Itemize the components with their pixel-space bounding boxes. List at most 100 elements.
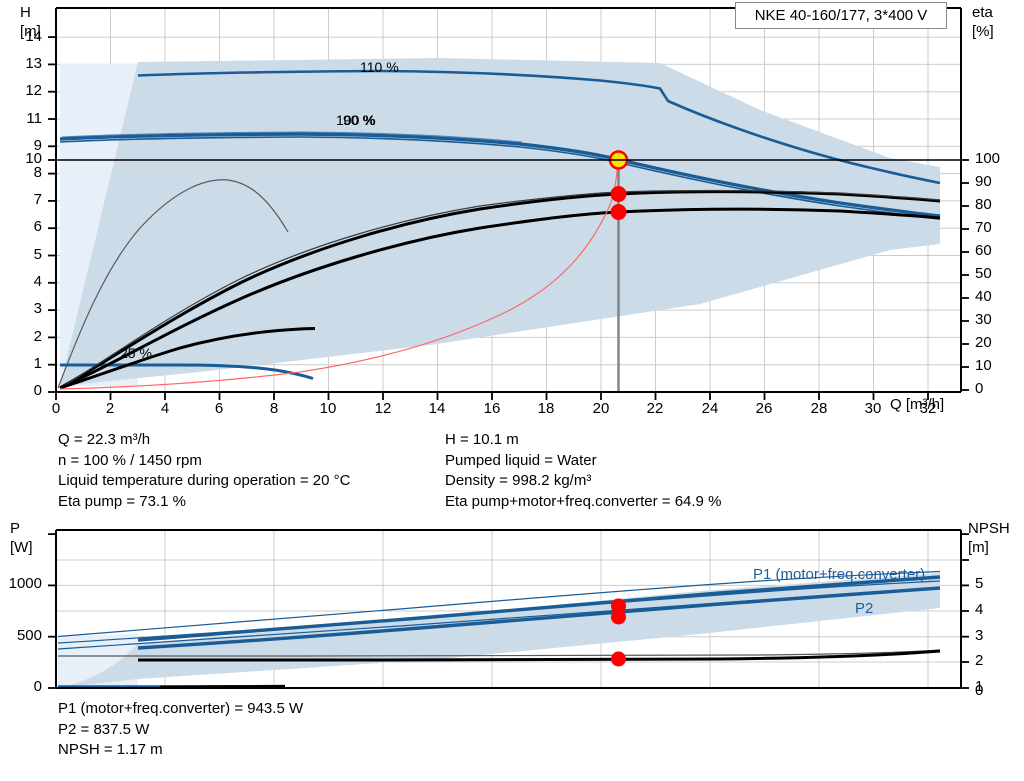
readout-left-col: Q = 22.3 m³/h n = 100 % / 1450 rpm Liqui…: [58, 430, 350, 512]
y-tick-4: 4: [33, 273, 42, 290]
top-chart-x-axis-label: Q [m³/h]: [890, 396, 945, 413]
x-tick-10: 10: [319, 400, 337, 417]
y-tick-10: 10: [25, 150, 42, 167]
bottom-chart-y-axis-label: P [W]: [10, 520, 33, 556]
x-tick-22: 22: [646, 400, 664, 417]
p-25-curve-black: [159, 685, 286, 688]
pump-model-title: NKE 40-160/177, 3*400 V: [735, 2, 947, 29]
top-chart-y2-axis-label: eta [%]: [972, 4, 994, 40]
y2-tick-100: 100: [975, 150, 1001, 167]
readout-npsh: NPSH = 1.17 m: [58, 741, 163, 758]
y2-tick-0: 0: [975, 380, 984, 397]
bottom-chart-y2-ticks: [961, 533, 969, 689]
y-tick-8: 8: [33, 164, 42, 181]
x-tick-24: 24: [701, 400, 719, 417]
eta-curve-total: [59, 207, 941, 390]
x-tick-12: 12: [374, 400, 392, 417]
bottom-envelope-main: [58, 573, 940, 688]
curve-label-100: 100 %: [336, 112, 376, 128]
top-chart-y-axis-label: H [m]: [20, 4, 41, 40]
y2-tick-50: 50: [975, 265, 992, 282]
y-tick-6: 6: [33, 218, 42, 235]
top-chart: H [m] eta [%] Q [m³/h]: [20, 2, 1001, 417]
readout-h: H = 10.1 m: [445, 431, 519, 448]
bottom-chart-y2-axis-label: NPSH [m]: [968, 520, 1010, 556]
eta-pump-marker: [610, 186, 627, 202]
curve-label-25: 25 %: [120, 345, 152, 361]
bottom-y2-tick-4: 4: [975, 601, 984, 618]
curve-thin-gray: [57, 179, 289, 389]
x-tick-2: 2: [105, 400, 115, 417]
bottom-chart-plot: [48, 529, 969, 689]
p2-upper: [57, 580, 941, 644]
eta-curve-secondary: [59, 190, 941, 389]
y2-tick-80: 80: [975, 196, 992, 213]
x-tick-0: 0: [51, 400, 61, 417]
eta-total-marker: [610, 204, 627, 220]
y2-tick-30: 30: [975, 311, 992, 328]
y-tick-12: 12: [25, 82, 42, 99]
y2-tick-20: 20: [975, 334, 992, 351]
bottom-y-tick-500: 500: [16, 627, 42, 644]
readout-density: Density = 998.2 kg/m³: [445, 472, 592, 489]
readout-q: Q = 22.3 m³/h: [58, 431, 151, 448]
y-tick-3: 3: [33, 300, 42, 317]
y-tick-14: 14: [25, 28, 42, 45]
bottom-y-tick-0: 0: [33, 678, 42, 695]
y-tick-2: 2: [33, 328, 42, 345]
p1-duty-marker: [611, 598, 626, 614]
top-chart-y-ticks: [48, 36, 56, 393]
p1-upper-envelope: [57, 570, 941, 638]
x-tick-16: 16: [483, 400, 501, 417]
head-curve-90: [59, 136, 941, 220]
top-chart-x-ticks: [55, 392, 929, 400]
npsh-thin-curve: [58, 649, 941, 657]
eta-curve-25: [59, 327, 316, 390]
power-readout: P1 (motor+freq.converter) = 943.5 W P2 =…: [58, 699, 303, 761]
bottom-chart-axes: [55, 529, 962, 689]
readout-pumped-liquid: Pumped liquid = Water: [445, 451, 597, 469]
readout-p1: P1 (motor+freq.converter) = 943.5 W: [58, 700, 304, 717]
y-tick-7: 7: [33, 191, 42, 208]
y-tick-11: 11: [26, 110, 42, 127]
bottom-y2-tick-2: 2: [975, 652, 984, 669]
y2-tick-60: 60: [975, 242, 992, 259]
x-tick-26: 26: [755, 400, 773, 417]
y-tick-1: 1: [33, 355, 42, 372]
y-tick-13: 13: [25, 55, 42, 72]
top-chart-plot: [48, 7, 969, 400]
series-label-p1: P1 (motor+freq.converter): [753, 566, 926, 583]
y2-tick-40: 40: [975, 288, 992, 305]
y-tick-0: 0: [33, 382, 42, 399]
readout-p2: P2 = 837.5 W: [58, 720, 150, 738]
bottom-y2-tick-1: 1: [975, 678, 984, 695]
curve-label-110: 110 %: [360, 59, 399, 75]
head-curve-110: [137, 69, 941, 185]
y-tick-9: 9: [33, 137, 42, 154]
system-curve: [59, 159, 619, 390]
head-curve-100: [59, 132, 941, 218]
x-tick-32: 32: [919, 400, 937, 417]
bottom-chart-y-ticks: [48, 533, 56, 689]
y2-tick-10: 10: [975, 357, 992, 374]
x-tick-8: 8: [269, 400, 279, 417]
x-tick-6: 6: [214, 400, 224, 417]
npsh-curve: [138, 649, 941, 662]
y-tick-5: 5: [33, 246, 42, 263]
top-chart-y2-ticks: [961, 159, 969, 391]
head-curve-25: [60, 363, 314, 380]
readout-eta-pump: Eta pump = 73.1 %: [58, 492, 186, 510]
p2-duty-marker: [611, 609, 626, 625]
x-tick-30: 30: [864, 400, 882, 417]
p2-curve: [137, 586, 941, 650]
readout-eta-total: Eta pump+motor+freq.converter = 64.9 %: [445, 492, 722, 510]
bottom-y2-tick-5: 5: [975, 575, 984, 592]
envelope-main: [60, 58, 940, 386]
readout-right-col: H = 10.1 m Pumped liquid = Water Density…: [445, 430, 721, 512]
bottom-y2-tick-0: 0: [975, 682, 984, 699]
y2-tick-70: 70: [975, 219, 992, 236]
curve-label-90: 90 %: [343, 112, 375, 128]
bottom-y2-tick-3: 3: [975, 627, 984, 644]
x-tick-14: 14: [428, 400, 446, 417]
readout-speed: n = 100 % / 1450 rpm: [58, 451, 202, 469]
